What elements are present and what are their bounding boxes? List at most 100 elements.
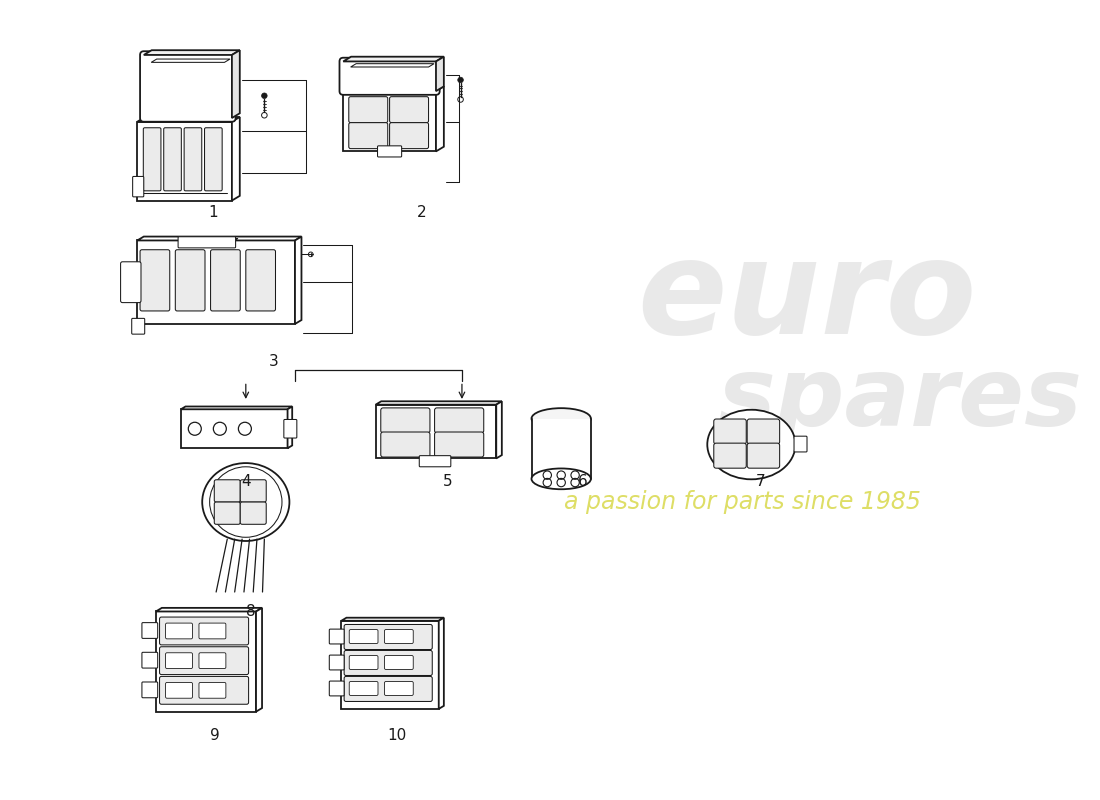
FancyBboxPatch shape (164, 128, 182, 191)
Ellipse shape (210, 466, 282, 538)
Polygon shape (343, 57, 444, 62)
Polygon shape (232, 50, 240, 118)
FancyBboxPatch shape (143, 128, 161, 191)
Polygon shape (351, 64, 435, 67)
Polygon shape (439, 618, 444, 709)
Text: 3: 3 (268, 354, 278, 369)
Text: 10: 10 (387, 728, 407, 743)
FancyBboxPatch shape (381, 408, 430, 433)
FancyBboxPatch shape (199, 653, 226, 669)
FancyBboxPatch shape (175, 250, 205, 311)
FancyBboxPatch shape (199, 682, 226, 698)
Polygon shape (232, 117, 240, 201)
FancyBboxPatch shape (160, 677, 249, 704)
Text: 6: 6 (578, 474, 587, 489)
Polygon shape (156, 611, 256, 712)
FancyBboxPatch shape (245, 250, 275, 311)
FancyBboxPatch shape (284, 419, 297, 438)
Text: 8: 8 (245, 604, 255, 619)
FancyBboxPatch shape (166, 682, 192, 698)
FancyBboxPatch shape (329, 681, 344, 696)
FancyBboxPatch shape (210, 250, 240, 311)
Polygon shape (376, 405, 496, 458)
FancyBboxPatch shape (142, 622, 157, 638)
Polygon shape (436, 86, 444, 151)
FancyBboxPatch shape (166, 653, 192, 669)
Polygon shape (341, 618, 444, 621)
FancyBboxPatch shape (140, 51, 235, 122)
Polygon shape (138, 237, 301, 241)
Polygon shape (376, 402, 502, 405)
FancyBboxPatch shape (344, 677, 432, 702)
Ellipse shape (202, 463, 289, 541)
FancyBboxPatch shape (747, 419, 780, 444)
FancyBboxPatch shape (349, 97, 387, 122)
FancyBboxPatch shape (214, 502, 240, 524)
FancyBboxPatch shape (184, 128, 201, 191)
FancyBboxPatch shape (349, 655, 378, 670)
Polygon shape (180, 410, 287, 448)
Text: 7: 7 (756, 474, 766, 489)
FancyBboxPatch shape (142, 682, 157, 698)
FancyBboxPatch shape (329, 629, 344, 644)
Bar (531, 418, 591, 479)
Polygon shape (496, 402, 502, 458)
Polygon shape (256, 608, 262, 712)
FancyBboxPatch shape (214, 480, 240, 502)
FancyBboxPatch shape (419, 456, 451, 466)
Polygon shape (180, 406, 293, 410)
FancyBboxPatch shape (434, 408, 484, 433)
Text: 1: 1 (209, 205, 218, 220)
FancyBboxPatch shape (199, 623, 226, 639)
Text: 2: 2 (417, 205, 427, 220)
FancyBboxPatch shape (389, 97, 429, 122)
FancyBboxPatch shape (377, 146, 402, 157)
Text: 4: 4 (241, 474, 251, 489)
FancyBboxPatch shape (714, 443, 746, 468)
FancyBboxPatch shape (178, 237, 235, 248)
Ellipse shape (531, 469, 591, 490)
Circle shape (262, 93, 267, 98)
FancyBboxPatch shape (240, 480, 266, 502)
FancyBboxPatch shape (385, 655, 414, 670)
FancyBboxPatch shape (166, 623, 192, 639)
FancyBboxPatch shape (160, 646, 249, 674)
Polygon shape (179, 238, 238, 241)
FancyBboxPatch shape (434, 432, 484, 457)
FancyBboxPatch shape (385, 682, 414, 695)
Circle shape (458, 77, 463, 82)
Text: euro: euro (637, 234, 977, 362)
FancyBboxPatch shape (340, 58, 440, 95)
FancyBboxPatch shape (747, 443, 780, 468)
Text: 5: 5 (443, 474, 453, 489)
Polygon shape (436, 57, 444, 91)
FancyBboxPatch shape (133, 177, 144, 197)
Polygon shape (343, 91, 436, 151)
FancyBboxPatch shape (381, 432, 430, 457)
FancyBboxPatch shape (240, 502, 266, 524)
FancyBboxPatch shape (385, 630, 414, 643)
FancyBboxPatch shape (132, 318, 145, 334)
FancyBboxPatch shape (205, 128, 222, 191)
FancyBboxPatch shape (329, 655, 344, 670)
Text: 9: 9 (210, 728, 220, 743)
FancyBboxPatch shape (714, 419, 746, 444)
Polygon shape (138, 117, 240, 122)
FancyBboxPatch shape (121, 262, 141, 302)
FancyBboxPatch shape (142, 652, 157, 668)
FancyBboxPatch shape (389, 122, 429, 149)
FancyBboxPatch shape (349, 630, 378, 643)
Ellipse shape (531, 408, 591, 429)
FancyBboxPatch shape (794, 436, 807, 452)
Polygon shape (295, 237, 301, 324)
Polygon shape (144, 50, 240, 55)
FancyBboxPatch shape (160, 617, 249, 645)
FancyBboxPatch shape (344, 650, 432, 675)
Polygon shape (151, 59, 230, 62)
FancyBboxPatch shape (344, 625, 432, 650)
Text: a passion for parts since 1985: a passion for parts since 1985 (563, 490, 921, 514)
FancyBboxPatch shape (349, 682, 378, 695)
Text: spares: spares (717, 354, 1082, 446)
Polygon shape (343, 86, 444, 91)
Polygon shape (287, 406, 293, 448)
